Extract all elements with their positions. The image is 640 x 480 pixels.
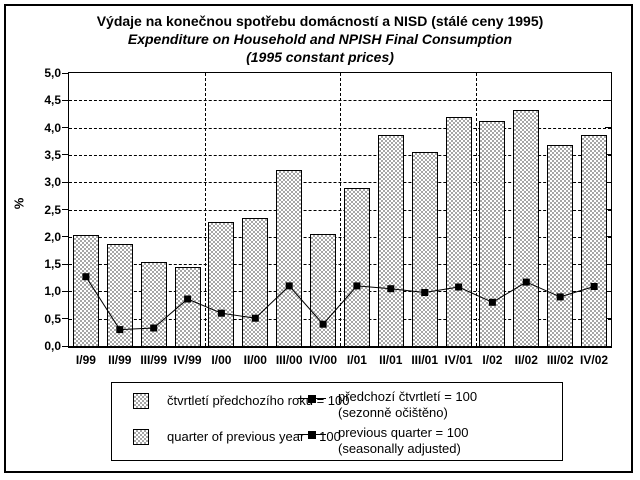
y-axis-tick-left [62, 99, 68, 101]
y-axis-tick-right [605, 236, 611, 238]
chart-subtitle-prices: (1995 constant prices) [246, 49, 394, 65]
line-series-stroke [85, 276, 595, 331]
bar-IV/01 [445, 116, 472, 346]
x-tick-label-II/00: II/00 [243, 353, 267, 367]
x-tick-label-IV/99: IV/99 [173, 353, 202, 367]
bar-III/02 [547, 144, 574, 346]
legend-square-marker-icon [308, 395, 316, 403]
y-axis-tick-right [605, 263, 611, 265]
bar-III/01 [411, 152, 438, 346]
y-tick-label: 1,5 [44, 257, 61, 272]
legend-line-label-english-line1: previous quarter = 100 [338, 425, 469, 440]
y-axis-tick-left [62, 345, 68, 347]
y-tick-label: 3,0 [44, 175, 61, 190]
y-axis-tick-left [62, 318, 68, 320]
legend-line-marker-czech [298, 394, 326, 403]
y-axis-tick-left [62, 236, 68, 238]
x-tick-label-I/99: I/99 [75, 353, 96, 367]
y-axis-tick-right [605, 99, 611, 101]
line-marker-I/01 [353, 282, 361, 290]
line-marker-II/01 [387, 285, 395, 293]
bar-I/01 [343, 187, 370, 346]
line-marker-III/99 [150, 324, 158, 332]
bar-II/01 [377, 134, 404, 346]
line-marker-I/99 [82, 273, 90, 281]
x-tick-label-IV/00: IV/00 [309, 353, 338, 367]
x-tick-label-IV/01: IV/01 [444, 353, 473, 367]
bar-I/00 [208, 221, 235, 346]
line-marker-IV/02 [590, 283, 598, 290]
x-tick-label-III/00: III/00 [275, 353, 303, 367]
plot-area: 0,0 0,5 1,0 1,5 2,0 2,5 3,0 3,5 4,0 4,5 5,0 I/99 II/… [44, 66, 612, 367]
legend-line-label-czech: předchozí čtvrtletí = 100 (sezonně očišt… [338, 389, 477, 421]
line-marker-I/00 [217, 309, 225, 317]
y-axis-tick-right [605, 209, 611, 210]
legend-line-label-english-line2: (seasonally adjusted) [338, 441, 461, 456]
line-marker-I/02 [488, 298, 496, 306]
x-tick-label-I/00: I/00 [211, 353, 232, 367]
y-tick-label: 0,0 [44, 339, 61, 353]
line-marker-II/99 [116, 326, 124, 334]
bar-II/02 [513, 109, 540, 346]
bar-IV/02 [581, 135, 608, 346]
y-axis-tick-left [62, 127, 68, 129]
y-axis-tick-right [605, 181, 611, 183]
y-axis-tick-left [62, 72, 68, 74]
y-tick-label: 4,5 [44, 93, 61, 108]
x-tick-label-I/01: I/01 [346, 353, 367, 367]
year-separator-line [204, 73, 206, 346]
line-marker-II/02 [522, 278, 530, 286]
bar-III/00 [276, 169, 303, 346]
x-tick-label-III/02: III/02 [546, 353, 574, 367]
y-axis-tick-right [605, 127, 611, 129]
y-tick-label: 0,5 [44, 311, 61, 326]
bar-I/02 [479, 121, 506, 346]
y-axis-tick-right [605, 290, 611, 292]
legend-line-label-czech-line2: (sezonně očištěno) [338, 405, 448, 420]
chart-title-czech: Výdaje na konečnou spotřebu domácností a… [96, 13, 544, 29]
x-tick-label-IV/02: IV/02 [580, 353, 609, 367]
bar-III/99 [140, 261, 167, 346]
year-separator-line [339, 73, 341, 346]
line-marker-III/02 [556, 293, 564, 301]
line-marker-IV/00 [319, 320, 327, 328]
line-marker-II/00 [251, 314, 259, 322]
x-tick-label-II/01: II/01 [379, 353, 403, 367]
bar-II/00 [242, 217, 269, 346]
legend-box: čtvrtletí předchozího roku = 100 quarter… [111, 382, 563, 461]
legend-line-label-czech-line1: předchozí čtvrtletí = 100 [338, 389, 478, 404]
y-axis-tick-left [62, 209, 68, 210]
legend-bar-swatch-english [133, 429, 149, 445]
legend-bar-label-czech: čtvrtletí předchozího roku = 100 [167, 393, 350, 408]
y-tick-label: 2,0 [44, 229, 61, 244]
legend-bar-label-english: quarter of previous year = 100 [167, 429, 341, 444]
line-marker-III/01 [421, 289, 429, 296]
y-axis-tick-left [62, 154, 68, 156]
y-axis-tick-left [62, 181, 68, 183]
y-axis-tick-right [605, 318, 611, 320]
line-series-previous-quarter [82, 273, 598, 334]
y-tick-label: 4,0 [44, 120, 61, 135]
line-marker-IV/01 [455, 283, 463, 291]
y-axis-tick-left [62, 290, 68, 292]
year-separator-line [475, 73, 477, 346]
y-tick-label: 2,5 [44, 202, 61, 217]
legend-line-label-english: previous quarter = 100 (seasonally adjus… [338, 425, 468, 457]
line-marker-IV/99 [184, 295, 192, 303]
y-tick-label: 3,5 [44, 147, 61, 162]
x-tick-label-I/02: I/02 [482, 353, 503, 367]
line-marker-III/00 [285, 282, 293, 290]
legend-square-marker-icon [308, 431, 316, 439]
x-tick-label-II/02: II/02 [514, 353, 538, 367]
legend-bar-swatch-czech [133, 393, 149, 409]
x-tick-label-III/01: III/01 [411, 353, 439, 367]
x-tick-label-III/99: III/99 [140, 353, 168, 367]
legend-line-marker-english [298, 430, 326, 439]
y-axis-tick-left [62, 263, 68, 265]
y-axis-tick-right [605, 154, 611, 156]
y-tick-label: 1,0 [44, 284, 61, 299]
x-tick-label-II/99: II/99 [108, 353, 132, 367]
y-tick-label: 5,0 [44, 66, 61, 80]
chart-title-english: Expenditure on Household and NPISH Final… [127, 31, 513, 47]
